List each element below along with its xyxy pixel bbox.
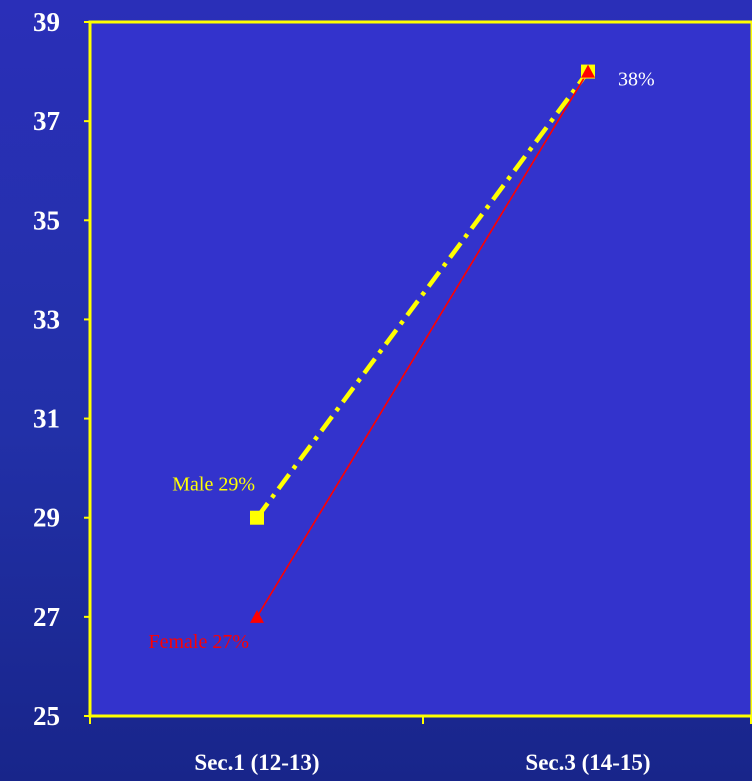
y-tick-label: 33 [33, 304, 60, 334]
y-tick-label: 37 [33, 106, 60, 136]
data-label: Female 27% [148, 631, 249, 653]
x-axis: Sec.1 (12-13) Sec.3 (14-15) [90, 716, 751, 775]
y-tick-label: 25 [33, 701, 60, 731]
data-label: Male 29% [172, 474, 255, 496]
data-label: 38% [618, 69, 655, 91]
y-axis: 25 27 29 31 33 35 37 39 [33, 7, 90, 731]
x-tick-label: Sec.1 (12-13) [194, 750, 319, 775]
y-tick-label: 39 [33, 7, 60, 37]
marker-male [250, 511, 264, 525]
x-tick-label: Sec.3 (14-15) [525, 750, 650, 775]
y-tick-label: 31 [33, 404, 60, 434]
y-tick-label: 27 [33, 602, 60, 632]
plot-area [90, 22, 752, 716]
y-tick-label: 29 [33, 503, 60, 533]
y-tick-label: 35 [33, 205, 60, 235]
